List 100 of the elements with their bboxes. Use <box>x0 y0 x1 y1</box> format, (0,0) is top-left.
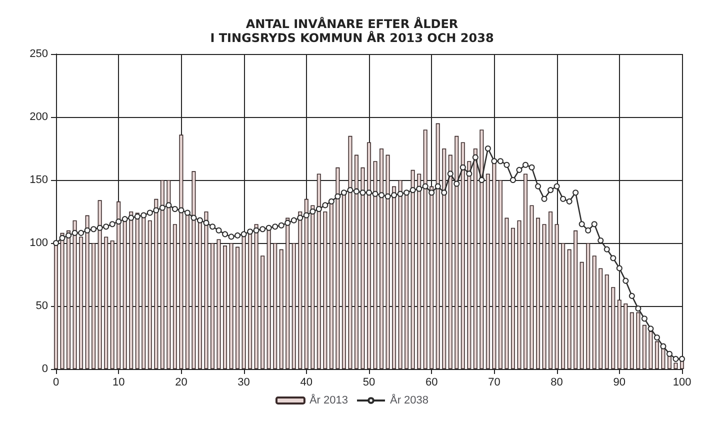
x-tick-label: 100 <box>672 376 692 388</box>
bar <box>129 212 134 369</box>
bar <box>504 218 509 369</box>
bar <box>260 256 265 369</box>
x-tick-label: 60 <box>425 376 438 388</box>
bar <box>248 229 252 369</box>
bar <box>92 243 96 369</box>
legend-label: År 2013 <box>309 394 348 406</box>
bar <box>160 180 164 369</box>
x-tick-label: 80 <box>550 376 563 388</box>
bar <box>316 174 321 369</box>
bar <box>430 186 434 369</box>
bar <box>642 324 646 369</box>
bar <box>574 230 578 369</box>
bar <box>554 224 559 369</box>
x-tick-label: 90 <box>613 376 626 388</box>
bar <box>398 180 402 369</box>
x-tick-label: 20 <box>175 376 188 388</box>
bar <box>524 174 528 369</box>
bar <box>480 130 484 369</box>
bar <box>423 130 428 369</box>
bar <box>604 274 609 369</box>
bar <box>561 243 566 369</box>
bar <box>630 312 634 369</box>
bar <box>354 154 358 369</box>
bar <box>373 161 378 369</box>
x-tick-label: 70 <box>488 376 500 388</box>
y-tick-label: 100 <box>30 237 48 249</box>
bar <box>60 232 64 369</box>
bar <box>179 134 184 369</box>
bar <box>323 212 328 369</box>
bar <box>104 236 108 369</box>
x-tick-label: 40 <box>300 376 313 388</box>
bar <box>498 180 502 369</box>
x-tick-label: 10 <box>112 376 125 388</box>
y-tick-label: 150 <box>30 174 48 186</box>
bar <box>536 218 540 369</box>
bar <box>85 215 90 369</box>
bar <box>448 154 452 369</box>
y-tick-label: 200 <box>30 111 48 123</box>
bar <box>304 198 308 369</box>
bar <box>360 167 365 369</box>
bar <box>236 246 240 369</box>
bar <box>486 174 490 369</box>
bar <box>517 220 522 369</box>
bar <box>286 218 290 369</box>
bar <box>348 136 352 369</box>
bar <box>473 148 478 369</box>
bar <box>367 142 371 369</box>
bar <box>273 243 278 369</box>
bar <box>548 212 553 369</box>
y-tick-label: 0 <box>42 363 48 375</box>
bar <box>442 148 446 369</box>
bar <box>98 200 102 369</box>
bar <box>223 246 228 369</box>
bar <box>66 230 71 369</box>
bar <box>116 201 121 369</box>
bar <box>586 243 590 369</box>
bar <box>417 174 422 369</box>
y-tick-label: 50 <box>36 300 48 312</box>
y-tick-label: 250 <box>30 48 48 60</box>
bar <box>279 249 284 369</box>
bar <box>216 239 221 369</box>
x-tick-label: 50 <box>362 376 376 388</box>
bar <box>229 243 234 369</box>
bar <box>310 205 315 369</box>
bar <box>380 148 384 369</box>
bar <box>454 136 459 369</box>
chart-title: ANTAL INVÅNARE EFTER ÅLDER I TINGSRYDS KOMMUN ÅR 2013 OCH 2038 <box>210 16 494 45</box>
bar <box>386 154 390 369</box>
x-tick-label: 30 <box>238 376 250 388</box>
bar <box>460 142 465 369</box>
legend-label: År 2038 <box>390 394 429 406</box>
bar <box>436 123 440 369</box>
bar <box>410 170 415 369</box>
bar <box>292 243 296 369</box>
bar <box>598 268 603 369</box>
bar <box>530 205 534 369</box>
bar <box>542 224 546 369</box>
bar <box>580 262 584 369</box>
bar <box>148 220 152 369</box>
bar <box>210 243 214 369</box>
bar <box>254 224 258 369</box>
bar <box>617 300 622 369</box>
bar <box>467 161 472 369</box>
bar <box>172 224 177 369</box>
bar <box>72 220 77 369</box>
bar <box>336 167 340 369</box>
bar <box>510 228 515 369</box>
bar <box>567 249 572 369</box>
bar <box>592 256 596 369</box>
bar <box>166 180 171 369</box>
bar <box>392 186 396 369</box>
x-tick-label: 0 <box>52 376 60 388</box>
bar <box>611 287 616 369</box>
bar <box>624 303 628 369</box>
bar <box>192 171 196 369</box>
bar <box>298 212 302 369</box>
bar <box>135 212 140 369</box>
bar <box>204 212 208 369</box>
